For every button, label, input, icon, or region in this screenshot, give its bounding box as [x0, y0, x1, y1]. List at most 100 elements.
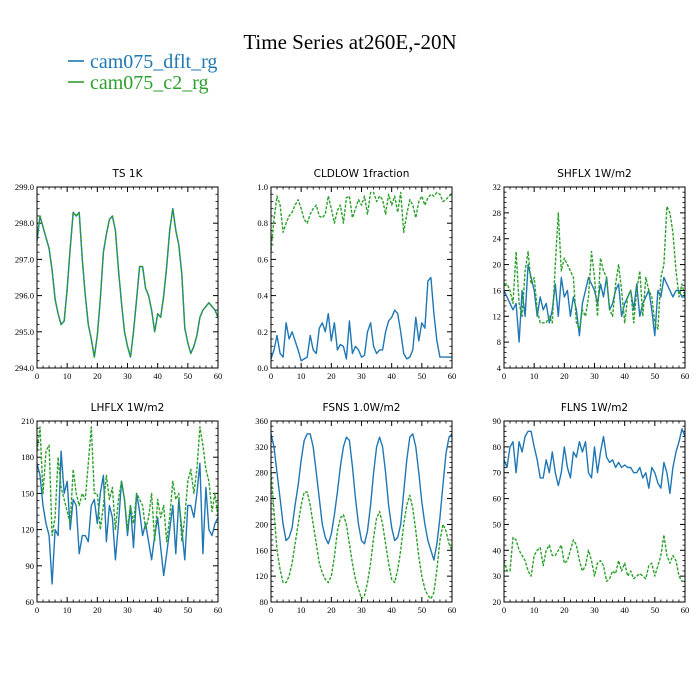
panel-3: LHFLX 1W/m2 0 10 20 30 40 50 60 60 90 120 150 180 210: [21, 402, 222, 615]
plot-frame: [503, 186, 686, 369]
y-tick-label: 280: [255, 468, 268, 478]
series-line-dflt: [37, 450, 218, 585]
panel-grid: TS 1K0 10 20 30 40 50 60294.0295.0296.0297.029…: [15, 168, 689, 615]
series-line-dflt: [504, 428, 685, 495]
x-tick-label: 0: [269, 605, 273, 615]
y-tick-label: 299.0: [15, 182, 34, 192]
y-tick-label: 50: [493, 519, 502, 529]
x-tick-label: 50: [651, 371, 660, 381]
y-tick-label: 296.0: [15, 291, 34, 301]
x-tick-label: 30: [590, 371, 599, 381]
x-tick-label: 0: [502, 605, 506, 615]
x-tick-label: 60: [448, 371, 457, 381]
x-tick-label: 40: [387, 605, 396, 615]
y-tick-label: 20: [493, 260, 502, 270]
y-tick-label: 120: [21, 525, 34, 535]
x-tick-label: 10: [297, 371, 306, 381]
y-tick-label: 320: [255, 442, 268, 452]
x-tick-label: 0: [502, 371, 506, 381]
x-tick-label: 50: [651, 605, 660, 615]
x-tick-label: 0: [35, 371, 39, 381]
x-tick-label: 40: [153, 371, 162, 381]
y-tick-label: 0.8: [257, 218, 268, 228]
plot-frame: [503, 420, 686, 603]
y-tick-label: 30: [493, 571, 502, 581]
y-tick-label: 0.4: [257, 291, 268, 301]
x-tick-label: 60: [681, 371, 690, 381]
panel-title: SHFLX 1W/m2: [557, 168, 632, 180]
x-tick-label: 60: [681, 605, 690, 615]
y-tick-label: 70: [493, 468, 502, 478]
figure-title: Time Series at260E,-20N: [243, 30, 456, 54]
panel-4: FSNS 1.0W/m2 0 10 20 30 40 50 60 80 120 160 200 240 2…: [255, 402, 456, 615]
y-tick-label: 150: [21, 488, 34, 498]
y-tick-label: 16: [493, 285, 502, 295]
x-tick-label: 50: [184, 371, 193, 381]
series-line-c2: [271, 191, 452, 251]
y-tick-label: 24: [493, 234, 502, 244]
panel-title: FSNS 1.0W/m2: [323, 402, 401, 414]
legend-label-c2: cam075_c2_rg: [90, 72, 209, 94]
y-tick-label: 298.0: [15, 218, 34, 228]
y-tick-label: 12: [493, 311, 502, 321]
series-line-c2: [504, 534, 685, 582]
x-tick-label: 60: [214, 371, 223, 381]
legend-item-dflt: cam075_dflt_rg: [68, 51, 217, 73]
series-line-c2: [37, 426, 218, 543]
plot-frame: [270, 420, 453, 603]
y-tick-label: 160: [255, 545, 268, 555]
y-tick-label: 90: [26, 561, 35, 571]
series-line-dflt: [504, 263, 685, 343]
y-tick-label: 210: [21, 416, 34, 426]
series-line-c2: [271, 472, 452, 600]
series-line-dflt: [37, 207, 218, 358]
x-tick-label: 10: [297, 605, 306, 615]
x-tick-label: 30: [590, 605, 599, 615]
x-tick-label: 10: [63, 605, 72, 615]
y-tick-label: 80: [260, 597, 269, 607]
x-tick-label: 20: [560, 605, 569, 615]
x-tick-label: 30: [123, 605, 132, 615]
plot-frame: [36, 186, 219, 369]
y-tick-label: 240: [255, 494, 268, 504]
plot-frame: [36, 420, 219, 603]
series-line-dflt: [271, 433, 452, 561]
x-tick-label: 0: [269, 371, 273, 381]
x-tick-label: 0: [35, 605, 39, 615]
legend: cam075_dflt_rg cam075_c2_rg: [68, 51, 217, 94]
y-tick-label: 120: [255, 571, 268, 581]
panel-1: CLDLOW 1fraction 0 10 20 30 40 50 60 0.0 0.2 0.4 0.…: [257, 168, 456, 381]
x-tick-label: 60: [448, 605, 457, 615]
x-tick-label: 50: [184, 605, 193, 615]
y-tick-label: 28: [493, 208, 502, 218]
x-tick-label: 40: [153, 605, 162, 615]
x-tick-label: 30: [357, 605, 366, 615]
y-tick-label: 90: [493, 416, 502, 426]
y-tick-label: 4: [497, 363, 502, 373]
legend-label-dflt: cam075_dflt_rg: [90, 51, 217, 73]
x-tick-label: 50: [418, 605, 427, 615]
y-tick-label: 20: [493, 597, 502, 607]
panel-title: CLDLOW 1fraction: [314, 168, 410, 180]
y-tick-label: 295.0: [15, 327, 34, 337]
panel-2: SHFLX 1W/m2 0 10 20 30 40 50 60 4 8 12 16 20 24 28 32: [493, 168, 690, 381]
x-tick-label: 30: [357, 371, 366, 381]
x-tick-label: 30: [123, 371, 132, 381]
panel-title: TS 1K: [112, 168, 144, 180]
x-tick-label: 10: [530, 605, 539, 615]
y-tick-label: 0.2: [257, 327, 268, 337]
x-tick-label: 20: [327, 605, 336, 615]
x-tick-label: 20: [93, 371, 102, 381]
series-line-c2: [504, 205, 685, 330]
y-tick-label: 8: [497, 337, 501, 347]
x-tick-label: 10: [63, 371, 72, 381]
x-tick-label: 20: [93, 605, 102, 615]
x-tick-label: 20: [327, 371, 336, 381]
y-tick-label: 0.6: [257, 254, 268, 264]
y-tick-label: 60: [26, 597, 35, 607]
panel-0: TS 1K 0 10 20 30 40 50 60 294.0 295.0 296.0 297.0 29…: [15, 168, 222, 381]
y-tick-label: 80: [493, 442, 502, 452]
y-tick-label: 40: [493, 545, 502, 555]
x-tick-label: 60: [214, 605, 223, 615]
